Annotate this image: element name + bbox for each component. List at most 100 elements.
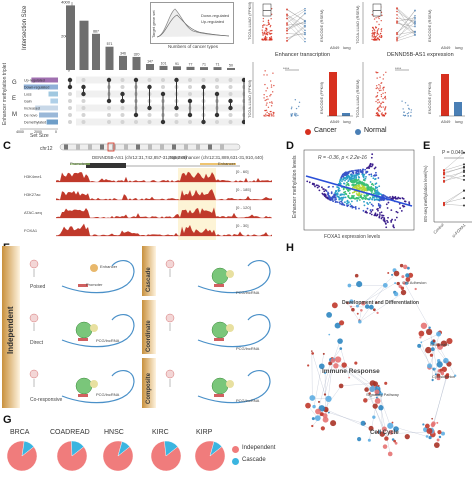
r1r-cancer-pt [377,32,378,33]
d-point [327,194,329,196]
e-control-pt [443,204,445,206]
e-si-pt [463,175,465,177]
d-point [336,186,338,188]
network-node [324,393,326,395]
sig-stars-2: **** [395,66,401,71]
r2l-normal-pt [291,115,292,116]
d-point [348,190,350,192]
r2l-cancer-pt [265,110,266,111]
f-coordinate-complex [212,322,228,338]
r2r-cancer-pt [385,113,386,114]
r1r-pair-pt [396,14,397,15]
matrix-dot-empty [107,113,111,117]
track-panel: chr12 DENND5B-AS1 (chr12:31,742,857-31,7… [0,140,278,242]
d-point [377,199,379,201]
network-node [415,288,417,290]
network-node [384,436,388,440]
r2r-cancer-pt [381,96,382,97]
network-node [428,327,430,329]
d-point [353,184,355,186]
d-point [377,210,379,212]
network-node [443,358,449,364]
r2r-normal-pt [410,112,411,113]
e-pair-line [444,204,464,205]
r2r-cancer-pt [376,77,377,78]
r2r-normal-pt [411,109,412,110]
r2l-title: Enhancer transcription [275,52,330,58]
e-pair-line [444,191,464,206]
r1r-cancer-pt [377,16,378,17]
track-name-1: H3K4me1 [24,174,42,179]
r1l-cancer-pt [262,34,263,35]
f-rna-4: PCG/lncRNA [236,346,259,351]
r2r-cancer-pt [377,92,378,93]
network-node [393,440,396,443]
r2r-cancer-pt [382,87,383,88]
network-node [368,439,371,442]
d-point [332,200,334,202]
r1l-cancer-pt [269,33,270,34]
r2r-cancer-pt [382,93,383,94]
d-point [366,195,368,197]
r1r-cancer-pt [378,39,379,40]
r1l-pair-pt [286,14,287,15]
d-point [374,199,376,201]
r1l-cancer-pt [263,21,264,22]
inset-ylabel: Target gene set [151,10,156,38]
d-point [408,201,410,203]
upset-inset: Down-regulated Up-regulated Target gene … [150,2,234,44]
e-si-pt [463,163,465,165]
matrix-dot-empty [188,120,192,124]
d-point [392,196,394,198]
d-point [345,193,347,195]
d-point [359,187,361,189]
e-control-pt [443,169,445,171]
matrix-dot-empty [82,99,86,103]
d-point [397,198,399,200]
r1l-cancer-pt [268,22,269,23]
set-size-tick: 0 [55,130,57,134]
r2l-normal-pt [295,99,296,100]
upset-bar-large [66,5,75,70]
d-point [380,198,382,200]
track-range-2: [0 - 185] [236,187,251,192]
matrix-dot-empty [202,78,206,82]
d-point [358,208,360,210]
f-coordinate-promoter [214,338,224,341]
upset-bar [146,64,154,70]
r2r-cancer-pt [379,87,380,88]
d-point [357,193,359,195]
d-point [365,178,367,180]
d-point [350,170,352,172]
network-node [434,368,436,370]
e-si-pt [463,205,465,207]
ideogram-band [160,145,164,150]
network-node [326,312,332,318]
r2l-cancer-pt [272,91,273,92]
r1r-cancer-pt [374,33,375,34]
network-edge [421,342,429,366]
network-node [311,425,313,427]
d-point [378,203,380,205]
network-node [328,334,330,336]
d-point [323,188,325,190]
network-node [420,341,422,343]
matrix-dot-empty [121,78,125,82]
r2r-y2: ENCODE (FPKM) [427,82,432,114]
d-point [368,167,370,169]
d-point [371,175,373,177]
cluster-death: Cell Death [430,342,449,347]
d-point [363,182,365,184]
r1r-cancer-pt [372,36,373,37]
network-node [405,434,410,439]
matrix-dot-empty [148,120,152,124]
r2l-normal-pt [290,113,291,114]
f-cascade-cofactor [226,270,234,278]
matrix-dot-empty [161,85,165,89]
e-pair-line [444,191,464,203]
network-node [426,428,432,434]
matrix-dot-filled [147,85,151,89]
r1l-y2: ENCODE (RSEM) [319,10,324,42]
d-point [358,171,360,173]
upset-bar [214,67,222,70]
